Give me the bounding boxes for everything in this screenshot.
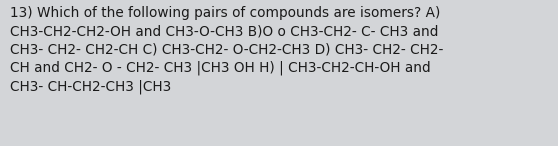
Text: 13) Which of the following pairs of compounds are isomers? A)
CH3-CH2-CH2-OH and: 13) Which of the following pairs of comp…: [10, 6, 444, 94]
